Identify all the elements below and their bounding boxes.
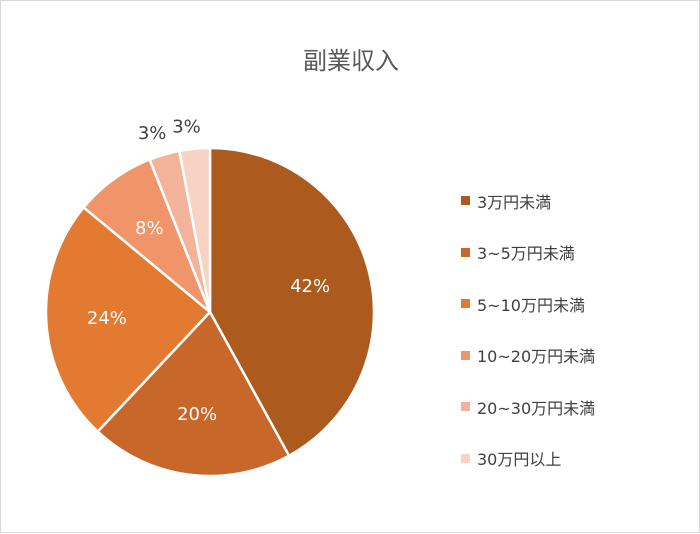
legend-swatch — [461, 247, 470, 257]
legend-swatch — [461, 196, 470, 206]
pie-slice-6 — [178, 146, 212, 314]
legend-label: 10~20万円未満 — [477, 347, 596, 367]
legend-swatch — [461, 402, 470, 412]
legend-item-5: 20~30万円未満 — [461, 381, 595, 433]
legend-swatch — [461, 299, 470, 309]
legend-item-6: 30万円以上 — [461, 433, 595, 485]
legend-item-3: 5~10万円未満 — [461, 278, 595, 330]
data-label-4: 8% — [135, 218, 164, 239]
pie-slice-1 — [208, 146, 376, 457]
legend-label: 3~5万円未満 — [477, 244, 575, 264]
data-label-6: 3% — [172, 116, 201, 137]
data-label-2: 20% — [177, 404, 217, 425]
pie-slice-2 — [96, 310, 291, 478]
legend-swatch — [461, 350, 470, 360]
legend-swatch — [461, 453, 470, 463]
legend-item-1: 3万円未満 — [461, 175, 595, 227]
legend-label: 5~10万円未満 — [477, 295, 585, 315]
legend-item-2: 3~5万円未満 — [461, 227, 595, 279]
pie-slice-3 — [44, 206, 212, 433]
legend-label: 20~30万円未満 — [477, 398, 596, 418]
legend-label: 3万円未満 — [477, 192, 552, 212]
legend-label: 30万円以上 — [477, 450, 562, 470]
data-label-5: 3% — [138, 123, 167, 144]
legend-item-4: 10~20万円未満 — [461, 330, 595, 382]
data-label-1: 42% — [290, 276, 330, 297]
data-label-3: 24% — [87, 308, 127, 329]
chart-title: 副業収入 — [303, 47, 399, 75]
legend: 3万円未満 3~5万円未満 5~10万円未満 10~20万円未満 20~30万円未満 30… — [461, 175, 595, 484]
